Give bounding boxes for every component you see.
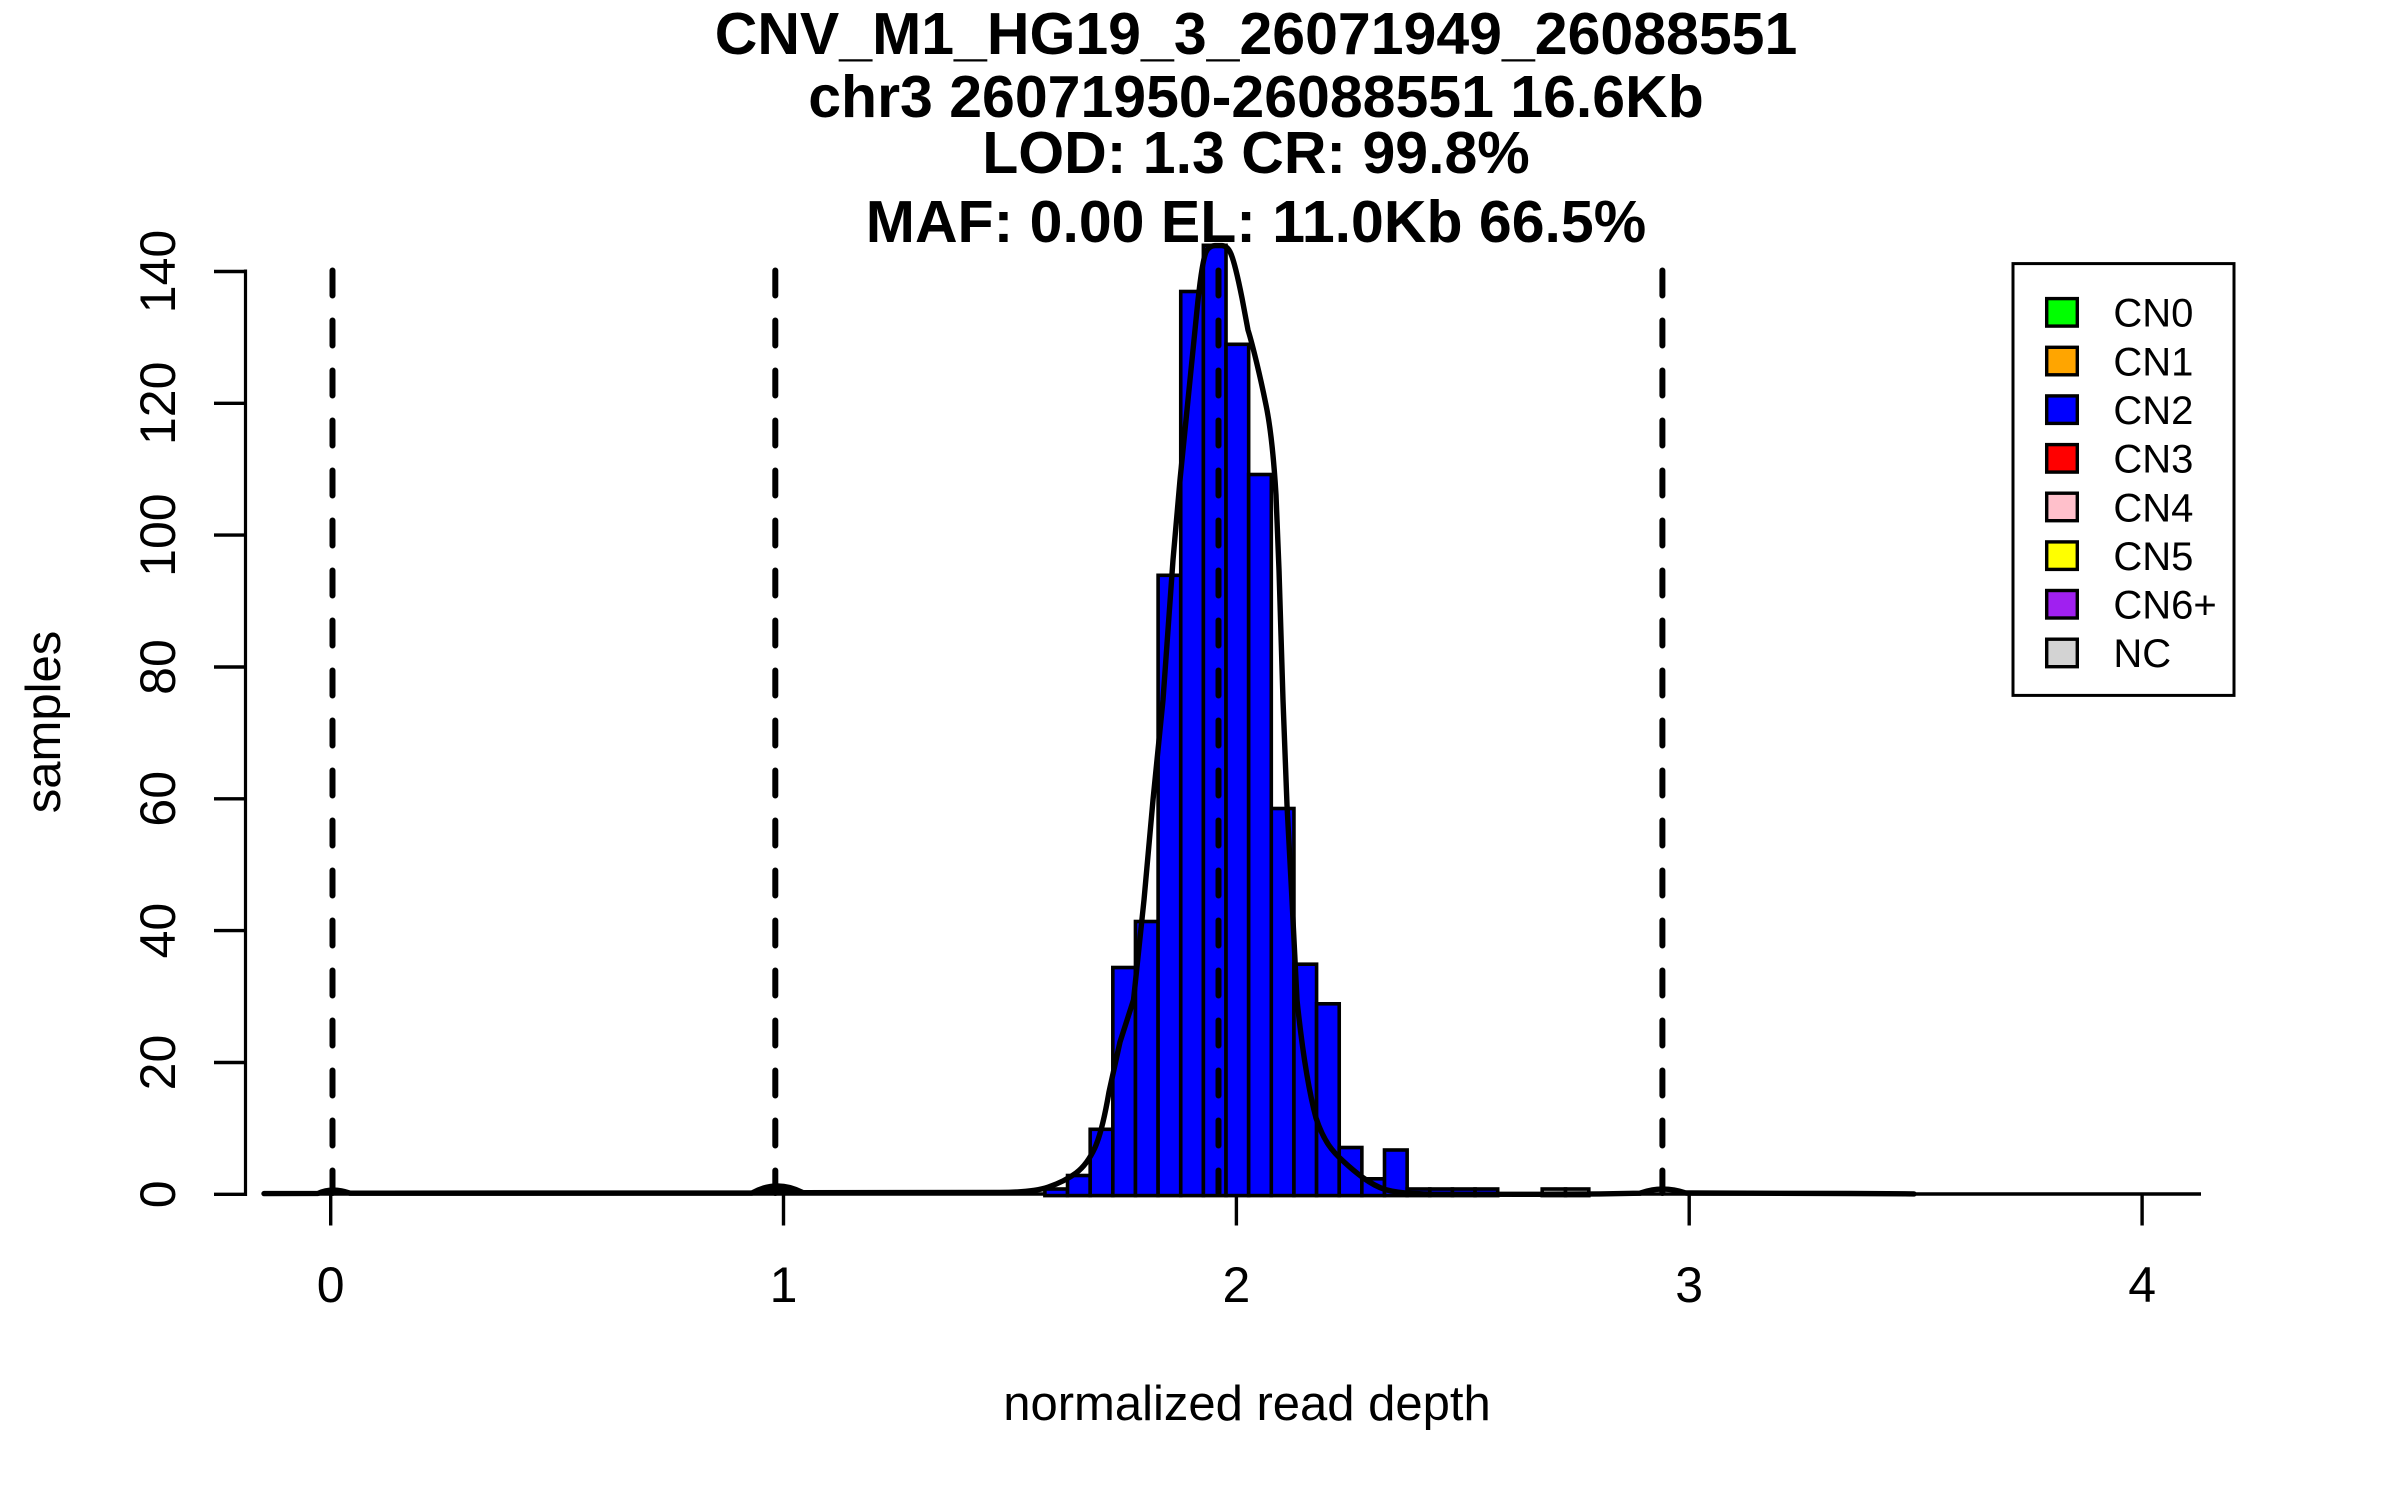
svg-text:20: 20 <box>130 1035 186 1091</box>
svg-text:CNV_M1_HG19_3_26071949_2608855: CNV_M1_HG19_3_26071949_26088551 <box>715 1 1798 67</box>
svg-text:4: 4 <box>2128 1257 2156 1313</box>
svg-text:0: 0 <box>130 1180 186 1208</box>
svg-text:CN1: CN1 <box>2113 340 2193 384</box>
svg-text:1: 1 <box>770 1257 798 1313</box>
svg-text:CN4: CN4 <box>2113 486 2193 530</box>
svg-text:CN2: CN2 <box>2113 389 2193 433</box>
svg-text:LOD: 1.3 CR: 99.8%: LOD: 1.3 CR: 99.8% <box>982 120 1530 186</box>
svg-text:100: 100 <box>130 493 186 576</box>
svg-text:CN0: CN0 <box>2113 292 2193 336</box>
svg-text:80: 80 <box>130 639 186 695</box>
svg-text:NC: NC <box>2113 632 2171 676</box>
svg-text:60: 60 <box>130 771 186 827</box>
svg-text:0: 0 <box>317 1257 345 1313</box>
svg-text:chr3 26071950-26088551 16.6Kb: chr3 26071950-26088551 16.6Kb <box>808 64 1704 130</box>
svg-text:CN3: CN3 <box>2113 438 2193 482</box>
svg-text:140: 140 <box>130 230 186 313</box>
svg-text:3: 3 <box>1675 1257 1703 1313</box>
svg-text:MAF: 0.00 EL: 11.0Kb 66.5%: MAF: 0.00 EL: 11.0Kb 66.5% <box>866 189 1646 255</box>
svg-text:samples: samples <box>17 631 71 813</box>
svg-text:CN6+: CN6+ <box>2113 584 2216 628</box>
svg-text:2: 2 <box>1222 1257 1250 1313</box>
svg-text:120: 120 <box>130 362 186 445</box>
svg-text:40: 40 <box>130 903 186 959</box>
svg-text:CN5: CN5 <box>2113 535 2193 579</box>
svg-text:normalized read depth: normalized read depth <box>1003 1377 1491 1431</box>
